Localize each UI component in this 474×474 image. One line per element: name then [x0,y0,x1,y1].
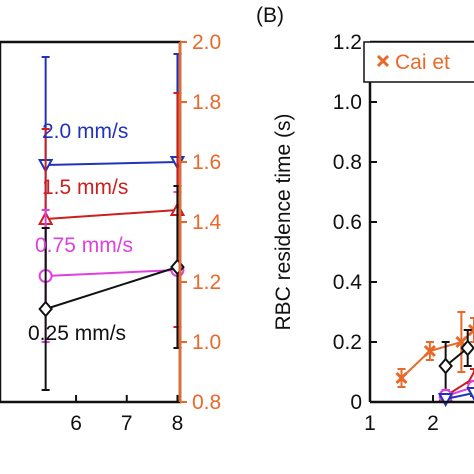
panel-a-chart: 6 7 8 0.8 1.0 1.2 1.4 1.6 1.8 2.0 2.0 mm/s 1.5 mm… [0,31,222,435]
series-2-line [45,269,178,277]
series-4-point-0 [437,393,454,408]
panel-a-series-labels: 2.0 mm/s 1.5 mm/s 0.75 mm/s 0.25 mm/s [28,120,133,345]
series-0-point-0-stroke [395,371,408,385]
panel-a-x-tick-label: 7 [121,412,133,435]
series-0-point-3 [467,323,474,337]
series-1-line [45,209,178,220]
panel-a-right-tick-label: 0.8 [192,391,221,414]
panel-a-x-ticks: 6 7 8 [70,395,183,435]
panel-b-y-tick-label: 1.0 [333,91,362,114]
panel-b-y-tick-label: 1.2 [333,31,362,54]
series-1-point-1 [460,339,474,357]
panel-b-legend-marker [376,54,390,68]
series-0-point-0 [395,371,408,385]
panel-a-series-label-1: 1.5 mm/s [42,176,128,199]
panel-a-right-tick-label: 1.6 [192,151,221,174]
panel-a-right-tick-label: 1.2 [192,271,221,294]
series-0-line [400,329,474,379]
panel-b-marks [395,311,474,408]
series-0-line [45,161,178,166]
series-0-point-1 [423,344,436,358]
panel-b-y-tick-label: 0.4 [333,271,363,294]
panel-a-right-tick-label: 1.8 [192,91,221,114]
panel-b-y-tick-label: 0.8 [333,151,362,174]
panel-b-y-tick-label: 0 [350,391,362,414]
panel-b-label: (B) [256,4,284,27]
series-0-point-1-stroke [423,344,436,358]
panel-b-y-tick-label: 0.2 [333,331,362,354]
series-0-point-3-stroke [467,323,474,333]
panel-a-right-tick-label: 1.4 [192,211,222,234]
panel-b-y-ticks: 0 0.2 0.4 0.6 0.8 1.0 1.2 [333,31,377,414]
series-1-point-0 [438,357,453,375]
panel-a-series-label-3: 0.25 mm/s [28,322,126,345]
panel-a-series-label-2: 0.75 mm/s [35,234,133,257]
panel-a-frame [0,40,182,404]
series-3-point-0 [38,300,53,318]
panel-a-series-label-0: 2.0 mm/s [42,120,128,143]
panel-b-x-tick-label: 1 [364,412,376,435]
series-0-point-3-stroke [467,327,474,337]
series-3-line [45,266,178,310]
panel-a-marks [37,53,186,391]
panel-b-legend: Cai et [363,41,474,83]
panel-a-right-ticks: 0.8 1.0 1.2 1.4 1.6 1.8 2.0 [180,31,222,414]
panel-a-x-tick-label: 8 [172,412,184,435]
panel-b-legend-marker-stroke [376,54,390,68]
series-4-point-1 [466,387,474,402]
panel-b-x-tick-label: 2 [427,412,439,435]
panel-b-y-tick-label: 0.6 [333,211,362,234]
panel-b-legend-label: Cai et [395,51,450,74]
panel-a-right-tick-label: 2.0 [192,31,221,54]
panel-a-x-tick-label: 6 [70,412,82,435]
panel-a-right-tick-label: 1.0 [192,331,221,354]
panel-b-y-axis-label: RBC residence time (s) [272,113,295,330]
series-0-point-2-stroke [455,335,468,349]
